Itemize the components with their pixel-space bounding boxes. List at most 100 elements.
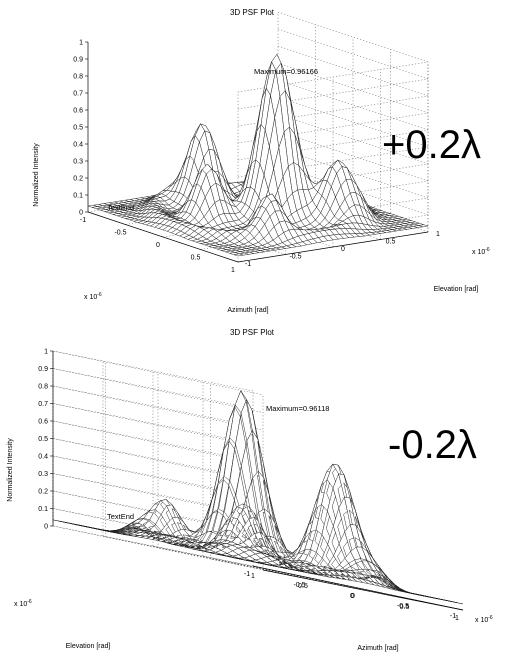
grid-line: [277, 130, 429, 182]
x-tick-label: 0: [156, 242, 160, 249]
grid-line: [52, 508, 264, 553]
y-tick-labels: -1 -0.5 0 0.5 1: [251, 573, 456, 620]
back-box: [52, 350, 464, 611]
chart-title: 3D PSF Plot: [230, 328, 275, 337]
z-tick-label: 0.6: [73, 108, 83, 115]
z-tick-label: 0.9: [73, 57, 83, 64]
z-axis-label: Normalized Intensity: [7, 438, 14, 502]
mesh-cell: [451, 601, 464, 605]
grid-line: [277, 11, 429, 63]
z-tick-label: 0.4: [38, 454, 48, 461]
x-tick-label: -0.5: [293, 582, 305, 589]
y-tick-label: 1: [436, 231, 440, 238]
z-tick-label: 0.9: [38, 366, 48, 373]
z-tick-label: 0.3: [38, 471, 48, 478]
surface-mesh: [52, 390, 464, 605]
z-tick-label: 0.1: [73, 193, 83, 200]
grid-line: [277, 79, 429, 131]
x-axis-line: [87, 211, 239, 263]
z-tick-label: 1: [79, 40, 83, 47]
z-tick-label: 0.6: [38, 419, 48, 426]
y-tick-labels: -1 -0.5 0 0.5 1: [245, 231, 440, 268]
grid-line: [52, 350, 264, 396]
grid-line: [52, 403, 254, 444]
defocus-label: -0.2λ: [388, 423, 477, 467]
text-end-marker: TextEnd: [107, 512, 134, 521]
text-end-marker: TextEnd: [107, 203, 134, 212]
x-exponent: x 10-6: [475, 615, 493, 624]
grid-line: [52, 368, 264, 413]
z-tick-label: 1: [44, 349, 48, 356]
z-tick-label: 0: [79, 210, 83, 217]
z-tick-label: 0.7: [38, 401, 48, 408]
y-tick-label: -1: [245, 261, 251, 268]
z-tick-label: 0.4: [73, 142, 83, 149]
z-tick-label: 0.8: [73, 74, 83, 81]
grid-line: [52, 490, 264, 536]
y-tick-label: 0.5: [386, 239, 396, 246]
x-tick-label: -0.5: [114, 230, 126, 237]
y-tick-label: 0: [351, 593, 355, 600]
grid-line: [52, 455, 264, 501]
z-tick-label: 0.3: [73, 159, 83, 166]
z-tick-label: 0.2: [73, 176, 83, 183]
peak-annotation: Maximum=0.96166: [254, 67, 318, 76]
z-tick-label: 0.7: [73, 91, 83, 98]
x-tick-label: -1: [244, 571, 250, 578]
grid-line: [52, 508, 254, 549]
grid-line: [102, 535, 314, 581]
grid-line: [52, 438, 264, 483]
grid-line: [277, 45, 429, 97]
z-tick-label: 0.1: [38, 506, 48, 513]
grid-line: [52, 455, 254, 497]
x-tick-label: 0.5: [400, 604, 410, 611]
y-axis-line: [237, 231, 429, 263]
peak-annotation: Maximum=0.96118: [266, 404, 329, 413]
x-axis-label: Azimuth [rad]: [357, 645, 398, 652]
grid-line: [105, 536, 306, 578]
grid-line: [52, 490, 254, 532]
z-tick-labels: 0 0.1 0.2 0.3 0.4 0.5 0.6 0.7 0.8 0.9 1: [73, 40, 88, 217]
x-tick-labels: -1 -0.5 0 0.5 1: [244, 571, 459, 622]
y-axis-label: Elevation [rad]: [66, 643, 111, 650]
grid-line: [210, 558, 411, 600]
y-tick-label: -0.5: [397, 603, 409, 610]
z-axis-label: Normalized Intensity: [33, 143, 40, 207]
grid-line: [52, 368, 254, 409]
grid-line: [202, 555, 414, 601]
z-tick-label: 0.8: [38, 384, 48, 391]
y-tick-label: 0.5: [298, 583, 308, 590]
z-tick-label: 0.2: [38, 489, 48, 496]
x-axis-label: Azimuth [rad]: [227, 307, 268, 314]
grid-line: [52, 438, 254, 479]
surface-mesh: [87, 54, 429, 257]
x-tick-label: 0.5: [191, 255, 201, 262]
grid-line: [277, 62, 429, 114]
grid-line: [52, 350, 254, 392]
z-tick-label: 0.5: [38, 436, 48, 443]
y-axis-label: Elevation [rad]: [434, 286, 479, 293]
z-tick-label: 0.5: [73, 125, 83, 132]
x-tick-label: 0: [350, 593, 354, 600]
grid-line: [52, 473, 264, 518]
grid-line: [52, 473, 254, 514]
chart-title: 3D PSF Plot: [230, 8, 275, 17]
defocus-label: +0.2λ: [382, 123, 481, 167]
y-tick-label: -1: [450, 613, 456, 620]
x-tick-label: 1: [455, 615, 459, 622]
y-exponent: x 10-6: [472, 247, 490, 256]
grid-line: [52, 525, 264, 571]
grid-line: [152, 545, 364, 591]
grid-line: [277, 28, 429, 80]
y-tick-label: 0: [341, 246, 345, 253]
y-tick-label: 1: [251, 573, 255, 580]
y-axis-line: [262, 569, 464, 611]
y-exponent: x 10-6: [14, 599, 32, 608]
x-tick-labels: -1 -0.5 0 0.5 1: [80, 217, 235, 274]
z-tick-labels: 0 0.1 0.2 0.3 0.4 0.5 0.6 0.7 0.8 0.9 1: [38, 349, 53, 531]
grid-line: [52, 420, 254, 462]
y-tick-label: -0.5: [289, 254, 301, 261]
x-exponent: x 10-6: [84, 292, 102, 301]
grid-line: [52, 525, 254, 567]
